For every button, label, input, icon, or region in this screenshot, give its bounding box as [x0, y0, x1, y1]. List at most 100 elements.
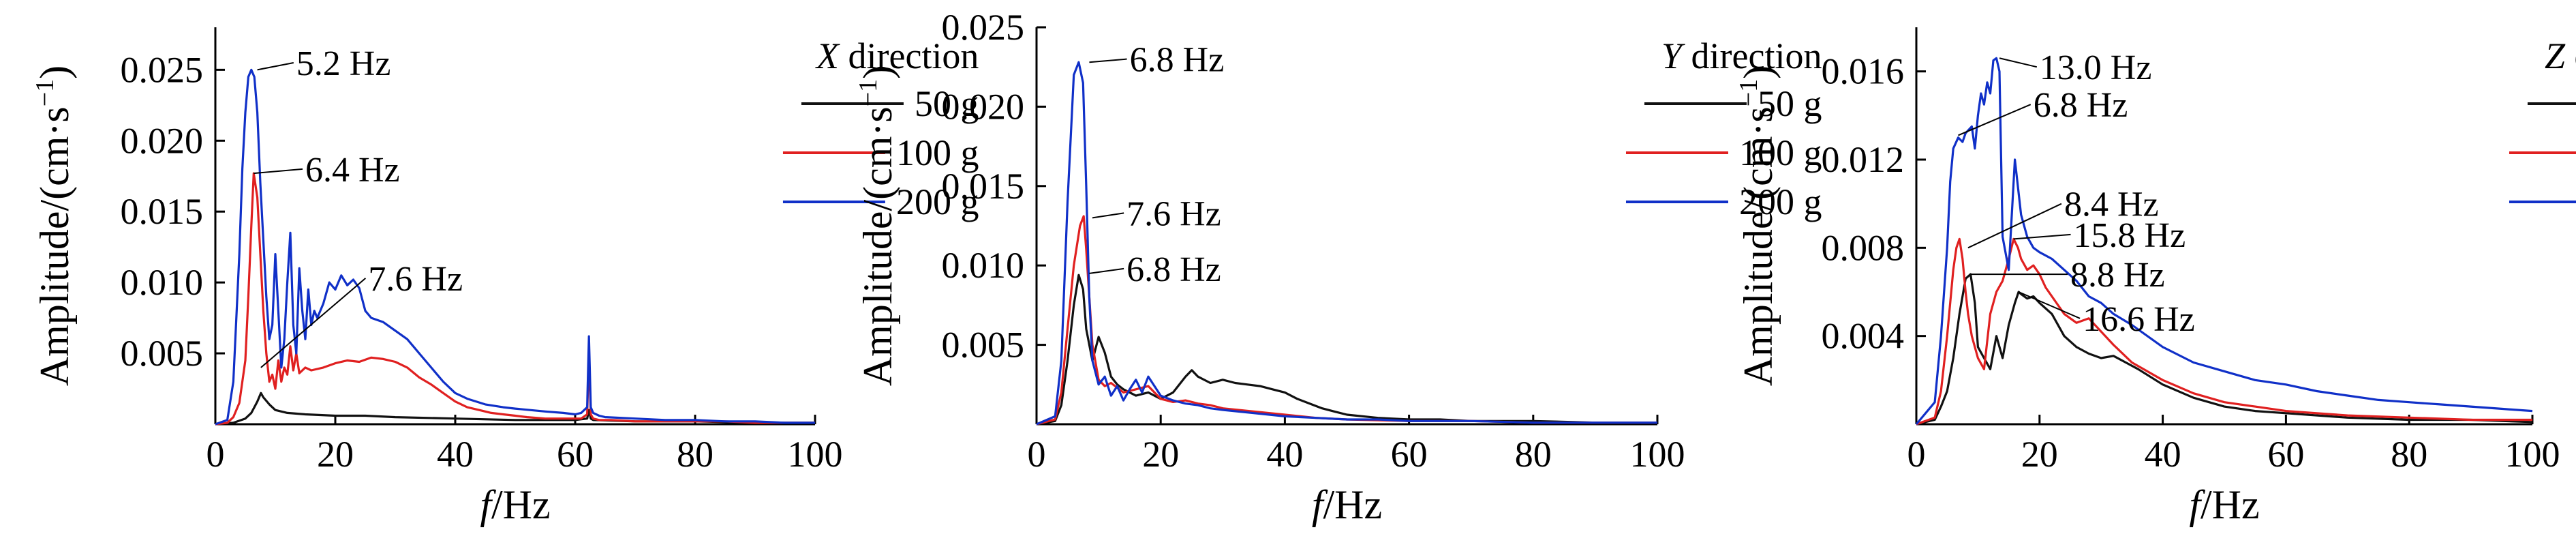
x-tick-label: 40	[2145, 434, 2181, 475]
y-axis-label-exponent: −1	[1734, 79, 1763, 106]
legend-title-var: Z	[2545, 35, 2566, 76]
series-line-200g	[1036, 61, 1657, 426]
x-axis-label-unit: /Hz	[1323, 482, 1383, 527]
y-tick-label: 0.010	[942, 245, 1025, 286]
legend-label: 100 g	[896, 132, 979, 173]
y-tick-label: 0.020	[121, 120, 204, 161]
y-axis-label: Amplitude/(cm·s−1)	[854, 65, 900, 386]
y-tick-label: 0.016	[1822, 51, 1905, 92]
peak-annotation: 16.6 Hz	[2083, 300, 2195, 339]
x-tick-label: 20	[1142, 434, 1179, 475]
y-tick-label: 0.020	[942, 86, 1025, 127]
legend-title-rest: direction	[839, 35, 979, 76]
legend-label: 50 g	[915, 83, 979, 124]
annotation-leader	[260, 278, 367, 368]
x-tick-label: 60	[1391, 434, 1428, 475]
y-axis-label-close: )	[1736, 65, 1781, 79]
y-axis-label-exponent: −1	[854, 79, 883, 106]
y-axis-label-close: )	[855, 65, 900, 79]
y-tick-label: 0.010	[121, 262, 204, 303]
x-axis-label: f/Hz	[480, 482, 550, 527]
x-tick-label: 60	[557, 434, 594, 475]
legend-title: X direction	[815, 35, 979, 76]
series-line-200g	[1915, 57, 2533, 426]
legend-title-var: Y	[1661, 35, 1685, 76]
legend-label: 100 g	[1739, 132, 1822, 173]
annotation-leader	[2018, 291, 2081, 319]
y-axis-label: Amplitude/(cm·s−1)	[31, 65, 77, 386]
x-tick-label: 0	[1028, 434, 1046, 475]
annotation-leader	[1089, 58, 1127, 63]
legend-title: Y direction	[1661, 35, 1822, 76]
peak-annotation: 6.8 Hz	[2034, 86, 2128, 125]
series-line-100g	[215, 172, 815, 426]
legend-label: 200 g	[1739, 181, 1822, 222]
series-line-200g	[215, 68, 815, 426]
legend-title-var: X	[815, 35, 840, 76]
x-tick-label: 40	[1266, 434, 1303, 475]
x-axis-label-unit: /Hz	[2201, 482, 2260, 527]
annotation-leader	[257, 61, 294, 71]
y-tick-label: 0.015	[121, 191, 204, 232]
legend-title-rest: direction	[2565, 35, 2576, 76]
annotation-leader	[1089, 267, 1124, 274]
x-tick-label: 20	[2021, 434, 2058, 475]
peak-annotation: 8.4 Hz	[2064, 186, 2159, 224]
series-line-50g	[215, 391, 815, 426]
x-tick-label: 80	[1515, 434, 1552, 475]
x-tick-label: 0	[1907, 434, 1926, 475]
x-tick-label: 80	[2391, 434, 2427, 475]
y-tick-label: 0.025	[942, 7, 1025, 48]
series-line-100g	[1916, 237, 2532, 426]
y-tick-label: 0.008	[1822, 227, 1905, 268]
y-tick-label: 0.005	[121, 333, 204, 374]
legend-label: 50 g	[1758, 83, 1822, 124]
chart-panel-2: 0 20 40 60 80 100 0.005 0.010 0.015 0.020 0.025 Amp…	[854, 7, 1822, 527]
peak-annotation: 6.4 Hz	[305, 151, 400, 190]
x-axis-label: f/Hz	[2189, 482, 2259, 527]
chart-panel-1: 0 20 40 60 80 100 0.005 0.010 0.015 0.020 0.025 Amp…	[31, 27, 979, 527]
series-line-50g	[1036, 274, 1657, 426]
peak-annotation: 6.8 Hz	[1130, 41, 1225, 80]
x-axis-label-unit: /Hz	[491, 482, 551, 527]
y-axis-label-exponent: −1	[31, 79, 59, 106]
x-tick-label: 100	[1630, 434, 1685, 475]
x-axis-label: f/Hz	[1312, 482, 1382, 527]
x-tick-label: 0	[206, 434, 225, 475]
legend-title-rest: direction	[1682, 35, 1822, 76]
x-tick-label: 20	[317, 434, 354, 475]
annotation-leader	[1092, 212, 1124, 219]
peak-annotation: 8.8 Hz	[2070, 256, 2165, 295]
annotation-leader	[254, 168, 303, 175]
x-tick-label: 60	[2267, 434, 2304, 475]
annotation-leader	[1967, 203, 2062, 249]
y-axis-label: Amplitude/(cm·s−1)	[1734, 65, 1781, 386]
x-tick-label: 80	[677, 434, 714, 475]
x-tick-label: 40	[437, 434, 474, 475]
peak-annotation: 15.8 Hz	[2074, 216, 2186, 255]
peak-annotation: 5.2 Hz	[296, 44, 391, 83]
peak-annotation: 7.6 Hz	[368, 260, 463, 299]
annotation-leader	[1958, 104, 2031, 136]
chart-panel-3: 0 20 40 60 80 100 0.004 0.008 0.012 0.016 Amplitud…	[1734, 27, 2576, 527]
y-tick-label: 0.005	[942, 325, 1025, 366]
y-axis-label-text: Amplitude/(cm·s	[1736, 106, 1781, 386]
y-axis-label-text: Amplitude/(cm·s	[855, 106, 900, 386]
peak-annotation: 7.6 Hz	[1126, 194, 1221, 233]
peak-annotation: 13.0 Hz	[2040, 48, 2152, 87]
y-axis-label-close: )	[32, 65, 77, 79]
legend-title: Z direction	[2545, 35, 2576, 76]
y-tick-label: 0.025	[121, 49, 204, 90]
x-tick-label: 100	[2505, 434, 2560, 475]
annotation-leader	[1999, 57, 2038, 68]
y-tick-label: 0.012	[1822, 139, 1905, 180]
y-tick-label: 0.015	[942, 166, 1025, 207]
legend-label: 200 g	[896, 181, 979, 222]
x-tick-label: 100	[788, 434, 843, 475]
y-tick-label: 0.004	[1822, 316, 1905, 357]
peak-annotation: 6.8 Hz	[1126, 250, 1221, 289]
y-axis-label-text: Amplitude/(cm·s	[32, 106, 77, 386]
annotation-leader	[2013, 233, 2071, 240]
